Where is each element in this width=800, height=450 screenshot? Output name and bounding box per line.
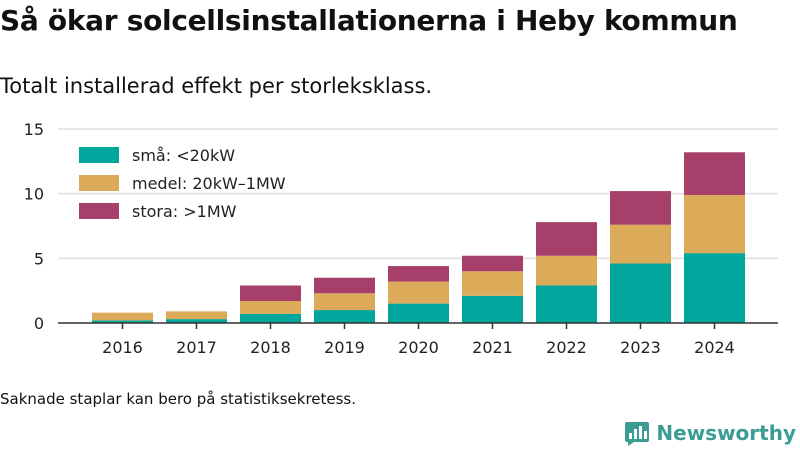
bar-segment-large [314, 277, 375, 294]
bar-segment-medium [240, 301, 301, 314]
stacked-bar-chart: 0 5 10 15 2016 2017 2018 2019 2020 2021 2022 2023 20… [24, 120, 778, 357]
bar-segment-medium [92, 312, 153, 321]
newsworthy-logo-icon [625, 422, 650, 446]
bar-segment-large [462, 255, 523, 272]
bar-segment-large [684, 152, 745, 195]
bar-segment-large [610, 191, 671, 225]
bar-segment-small [684, 253, 745, 323]
bar-segment-small [240, 313, 301, 323]
y-tick-label: 5 [34, 249, 44, 268]
chart-subtitle: Totalt installerad effekt per storlekskl… [0, 74, 433, 98]
legend-label: små: <20kW [132, 146, 235, 165]
footnote: Saknade staplar kan bero på statistiksek… [0, 390, 357, 408]
bar-segment-medium [684, 194, 745, 254]
bar-segment-large [240, 285, 301, 302]
bar-segment-small [314, 310, 375, 323]
x-tick-label: 2023 [620, 338, 661, 357]
x-tick-label: 2022 [546, 338, 587, 357]
bar-segment-small [388, 303, 449, 323]
chart-title: Så ökar solcellsinstallationerna i Heby … [0, 4, 738, 37]
bar-segment-small [610, 263, 671, 323]
x-tick-label: 2024 [694, 338, 735, 357]
bar-segment-medium [610, 224, 671, 264]
legend-label: medel: 20kW–1MW [132, 174, 286, 193]
bar-segment-small [462, 295, 523, 323]
x-tick-label: 2020 [398, 338, 439, 357]
legend-label: stora: >1MW [132, 202, 237, 221]
x-tick-label: 2017 [176, 338, 217, 357]
brand-logo: Newsworthy [624, 418, 796, 448]
x-tick-label: 2016 [102, 338, 143, 357]
bar-segment-medium [388, 281, 449, 304]
legend-swatch [79, 175, 119, 191]
bar-segment-large [388, 266, 449, 282]
bar-segment-small [92, 320, 153, 323]
bar-segment-small [536, 285, 597, 323]
bar-segment-medium [536, 255, 597, 286]
x-tick-label: 2019 [324, 338, 365, 357]
x-tick-label: 2021 [472, 338, 513, 357]
bar-segment-medium [462, 271, 523, 296]
bar-segment-medium [314, 293, 375, 311]
brand-name: Newsworthy [656, 421, 796, 445]
legend-swatch [79, 203, 119, 219]
x-tick-label: 2018 [250, 338, 291, 357]
y-tick-label: 10 [24, 185, 44, 204]
bar-segment-small [166, 319, 227, 323]
bar-segment-medium [166, 311, 227, 320]
legend-swatch [79, 147, 119, 163]
y-tick-label: 0 [34, 314, 44, 333]
bar-segment-large [536, 222, 597, 256]
y-tick-label: 15 [24, 120, 44, 139]
